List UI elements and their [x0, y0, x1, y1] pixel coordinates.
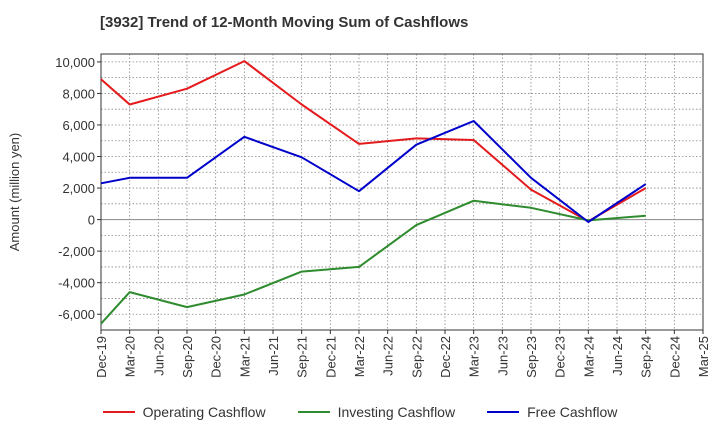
y-tick-label: 8,000	[62, 86, 95, 101]
y-tick-label: -4,000	[58, 276, 95, 291]
free-cashflow-line	[100, 120, 647, 223]
y-tick-label: 6,000	[62, 118, 95, 133]
x-tick-label: Jun-21	[266, 336, 281, 376]
x-tick-label: Sep-23	[524, 336, 539, 378]
x-tick-label: Jun-23	[495, 336, 510, 376]
x-tick-label: Sep-24	[639, 336, 654, 378]
chart-title: [3932] Trend of 12-Month Moving Sum of C…	[100, 14, 469, 31]
legend-label: Investing Cashflow	[337, 404, 456, 420]
legend-label: Operating Cashflow	[142, 404, 266, 420]
x-tick-label: Dec-21	[323, 336, 338, 378]
legend-item-free-cashflow: Free Cashflow	[487, 404, 617, 420]
plot-border	[100, 53, 704, 331]
x-tick-label: Mar-20	[123, 336, 138, 377]
x-tick-label: Dec-23	[553, 336, 568, 378]
x-tick-label: Dec-20	[209, 336, 224, 378]
x-tick-label: Sep-21	[295, 336, 310, 378]
x-tick-label: Jun-24	[610, 336, 625, 376]
x-tick-label: Mar-21	[237, 336, 252, 377]
x-tick-label: Mar-23	[467, 336, 482, 377]
investing-cashflow-line	[100, 199, 646, 325]
x-tick-label: Sep-22	[409, 336, 424, 378]
y-axis-label: Amount (million yen)	[7, 133, 22, 252]
legend-label: Free Cashflow	[527, 404, 618, 420]
x-tick-label: Jun-22	[381, 336, 396, 376]
chart-legend: Operating Cashflow Investing Cashflow Free…	[0, 404, 720, 420]
y-tick-label: 0	[88, 213, 95, 228]
x-tick-label: Dec-24	[667, 336, 682, 378]
plot-area	[101, 54, 703, 330]
x-tick-label: Jun-20	[151, 336, 166, 376]
x-tick-label: Mar-25	[696, 336, 711, 377]
legend-swatch	[487, 411, 520, 413]
y-tick-label: -2,000	[58, 244, 95, 259]
x-tick-label: Dec-22	[438, 336, 453, 378]
y-tick-label: 10,000	[55, 55, 95, 70]
y-tick-label: -6,000	[58, 307, 95, 322]
legend-item-investing-cashflow: Investing Cashflow	[297, 404, 456, 420]
x-tick-label: Dec-19	[94, 336, 109, 378]
x-tick-label: Sep-20	[180, 336, 195, 378]
legend-item-operating-cashflow: Operating Cashflow	[102, 404, 266, 420]
legend-swatch	[102, 411, 135, 413]
x-tick-label: Mar-24	[581, 336, 596, 377]
legend-swatch	[297, 411, 330, 413]
operating-cashflow-line	[100, 60, 647, 223]
y-tick-label: 2,000	[62, 181, 95, 196]
x-tick-label: Mar-22	[352, 336, 367, 377]
y-tick-label: 4,000	[62, 150, 95, 165]
